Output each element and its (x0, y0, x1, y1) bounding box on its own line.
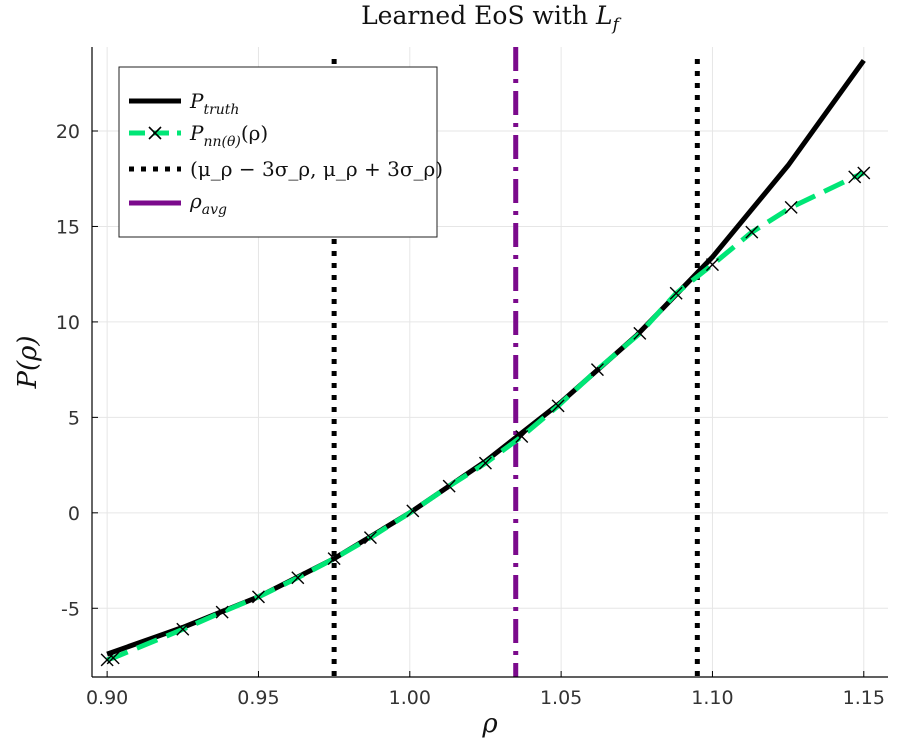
x-tick-label: 1.00 (389, 687, 431, 709)
series-nn-marker (705, 258, 719, 272)
legend-entry-nn: Pnn(θ)(ρ) (129, 121, 268, 150)
series-nn-marker (857, 166, 871, 180)
series-nn-line (106, 170, 865, 663)
x-tick-label: 1.15 (843, 687, 885, 709)
chart-title: Learned EoS with Lf (361, 1, 622, 35)
legend-marker-nn (148, 126, 162, 140)
y-axis-label: P(ρ) (13, 335, 43, 389)
legend-entry-interval: (μ_ρ − 3σ_ρ, μ_ρ + 3σ_ρ) (129, 157, 443, 181)
plot-area (100, 47, 871, 677)
x-tick-label: 0.90 (86, 687, 128, 709)
x-tick-label: 0.95 (237, 687, 279, 709)
legend-entry-rho-avg: ρavg (129, 189, 227, 218)
y-tick-label: 5 (68, 407, 80, 429)
axes (91, 47, 888, 678)
legend-label-nn: Pnn(θ)(ρ) (189, 121, 268, 150)
legend-label-truth: Ptruth (189, 89, 239, 118)
legend-box (118, 66, 438, 238)
series-nn-marker (106, 651, 120, 665)
series-nn-marker (442, 479, 456, 493)
series-nn-marker (176, 622, 190, 636)
y-tick-labels: -5 0 5 10 15 20 (56, 121, 98, 620)
x-tick-label: 1.10 (691, 687, 733, 709)
series-nn-marker (515, 429, 529, 443)
series-nn-marker (215, 605, 229, 619)
x-axis-label: ρ (481, 709, 498, 739)
series-nn-marker (251, 590, 265, 604)
y-tick-label: 15 (56, 216, 80, 238)
legend-label-rho-avg: ρavg (189, 189, 227, 218)
legend-entry-truth: Ptruth (129, 89, 239, 118)
y-tick-label: 20 (56, 121, 80, 143)
x-tick-labels: 0.90 0.95 1.00 1.05 1.10 1.15 (86, 671, 885, 709)
series-nn-marker (478, 456, 492, 470)
y-tick-label: -5 (61, 598, 80, 620)
series-nn-marker (363, 531, 377, 545)
legend: Ptruth Pnn(θ)(ρ) (μ_ρ − 3σ_ρ, μ_ρ + 3σ_ρ… (118, 66, 443, 238)
series-nn-marker (327, 552, 341, 566)
series-nn-marker (291, 571, 305, 585)
series-nn-marker (406, 504, 420, 518)
series-nn-marker (551, 399, 565, 413)
y-tick-label: 10 (56, 312, 80, 334)
x-tick-label: 1.05 (540, 687, 582, 709)
series-nn-marker (745, 225, 759, 239)
series-nn-marker (590, 363, 604, 377)
series-nn-marker (784, 200, 798, 214)
legend-label-interval: (μ_ρ − 3σ_ρ, μ_ρ + 3σ_ρ) (190, 157, 443, 181)
series-nn-marker (669, 286, 683, 300)
y-tick-label: 0 (68, 503, 80, 525)
series-nn-marker (633, 326, 647, 340)
series-nn-marker (848, 170, 862, 184)
